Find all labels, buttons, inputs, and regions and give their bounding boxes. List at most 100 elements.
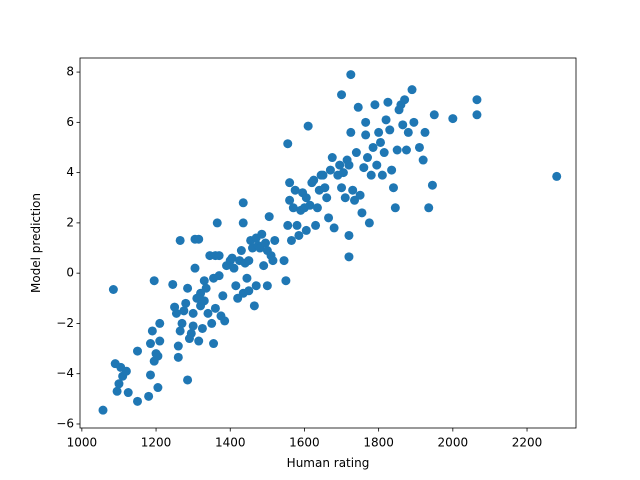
y-tick-label: −2 bbox=[56, 316, 74, 330]
scatter-point bbox=[285, 178, 295, 188]
scatter-point bbox=[214, 271, 224, 281]
scatter-point bbox=[242, 273, 252, 283]
scatter-point bbox=[346, 70, 356, 80]
scatter-point bbox=[353, 102, 363, 112]
scatter-point bbox=[251, 281, 261, 291]
scatter-point bbox=[153, 383, 163, 393]
scatter-point bbox=[335, 160, 345, 170]
scatter-point bbox=[220, 316, 230, 326]
scatter-point bbox=[377, 170, 387, 180]
scatter-point bbox=[259, 261, 269, 271]
scatter-point bbox=[301, 225, 311, 235]
scatter-point bbox=[227, 253, 237, 263]
y-tick-label: 2 bbox=[66, 215, 74, 229]
scatter-point bbox=[207, 318, 217, 328]
scatter-point bbox=[257, 229, 267, 239]
scatter-point bbox=[283, 220, 293, 230]
scatter-point bbox=[173, 341, 183, 351]
scatter-point bbox=[390, 203, 400, 213]
scatter-point bbox=[149, 276, 159, 286]
scatter-point bbox=[121, 366, 131, 376]
scatter-point bbox=[260, 238, 270, 248]
scatter-point bbox=[171, 308, 181, 318]
scatter-point bbox=[344, 160, 354, 170]
scatter-point bbox=[270, 235, 280, 245]
scatter-point bbox=[361, 130, 371, 140]
scatter-point bbox=[212, 218, 222, 228]
scatter-point bbox=[186, 328, 196, 338]
scatter-point bbox=[337, 183, 347, 193]
scatter-point bbox=[398, 120, 408, 130]
scatter-point bbox=[364, 218, 374, 228]
scatter-point bbox=[448, 114, 458, 124]
scatter-point bbox=[288, 203, 298, 213]
scatter-point bbox=[337, 90, 347, 100]
scatter-point bbox=[361, 117, 371, 127]
scatter-point bbox=[472, 95, 482, 105]
scatter-point bbox=[133, 346, 143, 356]
scatter-point bbox=[427, 180, 437, 190]
x-tick-label: 2200 bbox=[512, 436, 543, 450]
scatter-point bbox=[286, 235, 296, 245]
scatter-point bbox=[179, 306, 189, 316]
scatter-point bbox=[329, 223, 339, 233]
x-tick-label: 2000 bbox=[438, 436, 469, 450]
y-tick-label: 8 bbox=[66, 65, 74, 79]
scatter-point bbox=[344, 230, 354, 240]
scatter-point bbox=[322, 193, 332, 203]
scatter-point bbox=[392, 145, 402, 155]
y-tick-label: 6 bbox=[66, 115, 74, 129]
scatter-point bbox=[153, 351, 163, 361]
y-tick-label: 0 bbox=[66, 266, 74, 280]
scatter-point bbox=[190, 263, 200, 273]
scatter-point bbox=[290, 185, 300, 195]
scatter-point bbox=[294, 230, 304, 240]
scatter-point bbox=[145, 370, 155, 380]
scatter-point bbox=[244, 256, 254, 266]
scatter-point bbox=[177, 318, 187, 328]
scatter-point bbox=[424, 203, 434, 213]
scatter-point bbox=[285, 195, 295, 205]
scatter-point bbox=[268, 256, 278, 266]
scatter-point bbox=[387, 165, 397, 175]
scatter-point bbox=[244, 286, 254, 296]
scatter-point bbox=[418, 155, 428, 165]
scatter-point bbox=[379, 148, 389, 158]
scatter-point bbox=[552, 171, 562, 181]
scatter-point bbox=[236, 246, 246, 256]
scatter-point bbox=[147, 326, 157, 336]
scatter-point bbox=[320, 183, 330, 193]
scatter-point bbox=[327, 153, 337, 163]
scatter-point bbox=[309, 175, 319, 185]
scatter-point bbox=[325, 165, 335, 175]
scatter-point bbox=[123, 388, 133, 398]
scatter-point bbox=[348, 185, 358, 195]
scatter-point bbox=[210, 303, 220, 313]
scatter-point bbox=[133, 396, 143, 406]
y-axis-label: Model prediction bbox=[29, 193, 43, 293]
y-tick-label: −4 bbox=[56, 366, 74, 380]
scatter-point bbox=[338, 168, 348, 178]
scatter-point bbox=[201, 283, 211, 293]
scatter-point bbox=[194, 234, 204, 244]
scatter-point bbox=[218, 291, 228, 301]
scatter-point bbox=[385, 125, 395, 135]
scatter-point bbox=[144, 391, 154, 401]
scatter-point bbox=[357, 208, 367, 218]
scatter-point bbox=[375, 137, 385, 147]
scatter-point bbox=[368, 142, 378, 152]
scatter-point bbox=[155, 318, 165, 328]
scatter-point bbox=[346, 127, 356, 137]
scatter-point bbox=[262, 281, 272, 291]
x-tick-label: 1000 bbox=[67, 436, 98, 450]
scatter-point bbox=[112, 386, 122, 396]
scatter-point bbox=[383, 97, 393, 107]
scatter-point bbox=[324, 213, 334, 223]
scatter-point bbox=[311, 220, 321, 230]
scatter-point bbox=[188, 321, 198, 331]
scatter-point bbox=[472, 110, 482, 120]
scatter-point bbox=[209, 339, 219, 349]
scatter-point bbox=[420, 127, 430, 137]
